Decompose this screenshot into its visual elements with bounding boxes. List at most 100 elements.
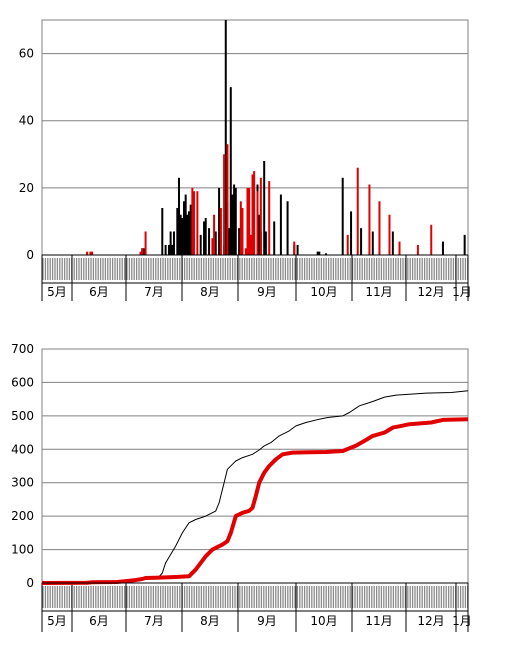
bar: [239, 201, 242, 255]
month-label: 5月: [47, 285, 67, 299]
bar: [244, 248, 247, 255]
bar: [264, 231, 267, 255]
bar: [184, 194, 187, 255]
bar: [204, 218, 207, 255]
bar: [139, 251, 142, 255]
bar: [350, 211, 353, 255]
month-label: 10月: [310, 285, 337, 299]
bar: [203, 221, 206, 255]
bar: [183, 201, 185, 255]
bar: [248, 187, 251, 255]
month-label: 7月: [144, 285, 164, 299]
bar: [208, 228, 211, 255]
bar: [251, 174, 254, 255]
bar: [141, 248, 144, 255]
bar: [219, 208, 222, 255]
bar: [378, 201, 381, 255]
bar: [167, 244, 170, 255]
bar: [398, 241, 401, 255]
bar: [214, 231, 217, 255]
bar: [463, 234, 466, 255]
month-label: 5月: [47, 614, 67, 628]
month-label: 12月: [417, 285, 444, 299]
bar: [256, 191, 259, 255]
bar: [189, 204, 192, 255]
bar: [177, 177, 180, 255]
month-label: 11月: [365, 285, 392, 299]
bar: [179, 214, 182, 255]
bar: [164, 244, 167, 255]
bar: [249, 234, 252, 255]
bar: [388, 214, 391, 255]
bar: [279, 194, 282, 255]
bar: [273, 221, 276, 255]
bar: [223, 154, 226, 255]
bar: [142, 248, 145, 255]
bar: [196, 191, 199, 255]
y-tick-label: 0: [26, 248, 34, 262]
bar: [253, 171, 256, 255]
bar: [144, 231, 147, 255]
bar: [233, 184, 236, 255]
bar: [346, 234, 349, 255]
bar: [318, 251, 321, 255]
bar: [188, 211, 191, 255]
month-label: 1月: [452, 285, 472, 299]
y-tick-label: 400: [11, 442, 34, 456]
month-label: 12月: [417, 614, 444, 628]
bar: [391, 231, 394, 255]
bar: [231, 194, 234, 255]
bar: [246, 187, 249, 255]
y-tick-label: 500: [11, 409, 34, 423]
y-tick-label: 700: [11, 342, 34, 356]
bar: [234, 187, 237, 255]
bar: [228, 228, 231, 255]
bar: [368, 184, 371, 255]
bar: [241, 208, 244, 255]
plot-area: [41, 348, 469, 584]
month-label: 9月: [257, 285, 277, 299]
series-line: [42, 390, 469, 584]
x-tick-label-band: [42, 258, 469, 280]
bar: [259, 177, 262, 255]
y-tick-label: 100: [11, 543, 34, 557]
bar: [211, 238, 214, 255]
y-tick-label: 20: [19, 181, 34, 195]
month-label: 9月: [257, 614, 277, 628]
bar: [316, 251, 319, 255]
bar: [213, 214, 216, 255]
month-label: 11月: [365, 614, 392, 628]
bar: [356, 167, 359, 255]
bar: [238, 228, 241, 255]
bar: [89, 251, 92, 255]
bar: [169, 231, 172, 255]
bar: [193, 191, 196, 255]
bar: [172, 231, 175, 255]
bar: [181, 218, 184, 255]
y-tick-label: 600: [11, 375, 34, 389]
bar: [186, 214, 189, 255]
x-tick-label-band: [42, 586, 469, 608]
bar: [191, 187, 194, 255]
bar: [268, 181, 271, 255]
bar: [371, 231, 374, 255]
bar: [416, 244, 419, 255]
y-tick-label: 0: [26, 576, 34, 590]
month-label: 6月: [89, 285, 109, 299]
bar: [360, 228, 363, 255]
bar: [86, 251, 89, 255]
month-label: 8月: [200, 614, 220, 628]
bar: [286, 201, 289, 255]
y-tick-label: 200: [11, 509, 34, 523]
bar: [171, 244, 174, 255]
month-label: 1月: [452, 614, 472, 628]
bar: [218, 187, 221, 255]
bar: [199, 234, 202, 255]
y-tick-label: 60: [19, 47, 34, 61]
daily-counts-bar-chart: 0 20 40 60 5月 6月 7月 8月 9月 10月 11月 12月 1月: [19, 19, 472, 301]
bar: [263, 161, 266, 255]
bar: [441, 241, 444, 255]
month-label: 7月: [144, 614, 164, 628]
